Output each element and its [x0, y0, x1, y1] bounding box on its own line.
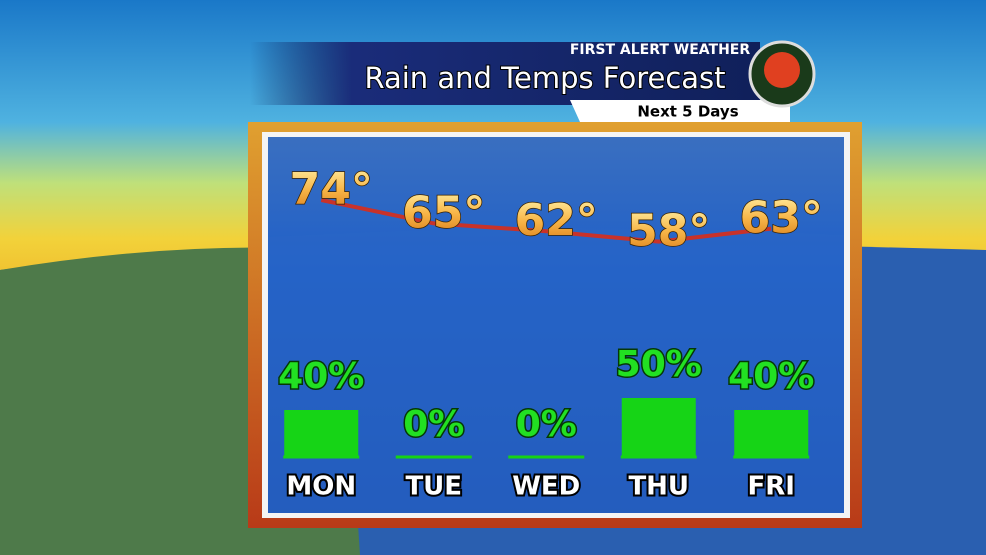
rain-label: 50%: [616, 344, 702, 385]
rain-label: 0%: [403, 404, 464, 445]
temp-label: 74°: [290, 164, 373, 215]
brand: FIRST ALERT WEATHER: [570, 42, 751, 58]
temp-label: 58°: [627, 206, 710, 257]
temp-line: [320, 198, 772, 244]
map-land: [268, 227, 844, 513]
day-label: THU: [628, 472, 689, 502]
rain-bar: [284, 410, 359, 458]
title: Rain and Temps Forecast: [364, 61, 725, 95]
subtitle-box: [570, 100, 790, 122]
temp-label: 62°: [515, 195, 598, 246]
rain-label: 40%: [728, 356, 814, 397]
day-label: WED: [512, 472, 580, 502]
day-label: MON: [286, 472, 356, 502]
rain-label: 40%: [278, 356, 364, 397]
logo-storm: [764, 52, 800, 88]
rain-label: 0%: [516, 404, 577, 445]
temp-label: 65°: [402, 187, 485, 238]
rain-bar: [621, 398, 696, 458]
subtitle: Next 5 Days: [637, 103, 738, 121]
rain-bar: [734, 410, 809, 458]
banner: [250, 42, 760, 105]
temp-label: 63°: [740, 193, 823, 244]
day-label: FRI: [748, 472, 795, 502]
day-label: TUE: [405, 472, 462, 502]
